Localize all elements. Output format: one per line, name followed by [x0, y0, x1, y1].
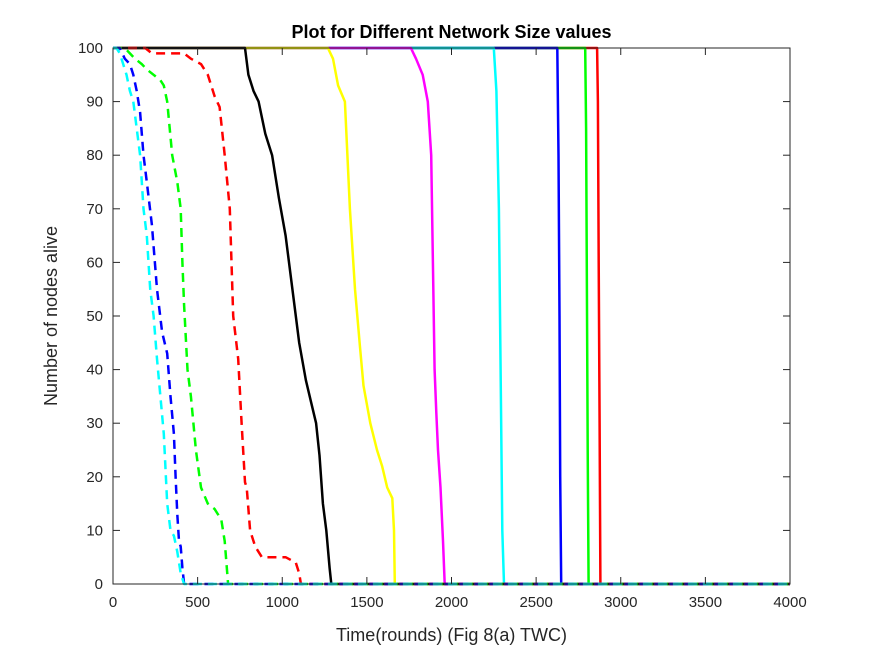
y-tick-label: 90	[86, 94, 103, 111]
series-line-7	[113, 46, 790, 586]
series-line-5	[113, 46, 790, 586]
series-line-6	[113, 46, 790, 586]
x-tick-label: 0	[109, 594, 117, 611]
x-axis-label: Time(rounds) (Fig 8(a) TWC)	[336, 625, 567, 645]
y-tick-label: 20	[86, 469, 103, 486]
x-tick-label: 500	[185, 594, 210, 611]
y-tick-label: 60	[86, 254, 103, 271]
y-tick-label: 30	[86, 415, 103, 432]
y-tick-label: 50	[86, 308, 103, 325]
chart-title: Plot for Different Network Size values	[291, 22, 611, 42]
x-tick-label: 4000	[773, 594, 806, 611]
y-tick-label: 40	[86, 362, 103, 379]
ticks-layer: 0 500 1000 1500 2000 2500 3000 3500 4000 0 10 20 30 4…	[78, 40, 807, 611]
series-line-9	[113, 46, 790, 586]
y-tick-label: 100	[78, 40, 103, 57]
x-tick-label: 2500	[519, 594, 552, 611]
y-tick-label: 0	[95, 576, 103, 593]
x-tick-label: 2000	[435, 594, 468, 611]
series-line-10	[113, 46, 790, 586]
y-axis-label: Number of nodes alive	[41, 226, 61, 406]
series-line-11	[113, 46, 790, 586]
x-tick-label: 1000	[266, 594, 299, 611]
series-line-8	[113, 46, 790, 586]
plot-area	[113, 48, 790, 584]
y-tick-label: 70	[86, 201, 103, 218]
x-tick-label: 1500	[350, 594, 383, 611]
x-tick-label: 3500	[689, 594, 722, 611]
series-line-4	[113, 46, 790, 586]
y-tick-label: 80	[86, 147, 103, 164]
x-tick-label: 3000	[604, 594, 637, 611]
y-tick-label: 10	[86, 522, 103, 539]
